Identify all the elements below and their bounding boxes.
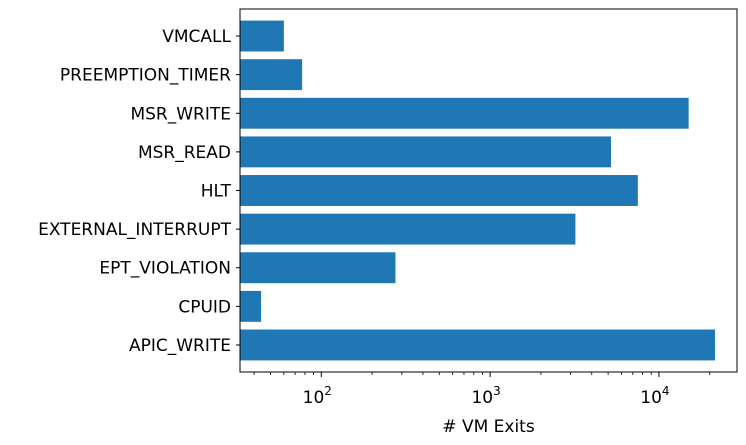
- bar-ept-violation: [240, 252, 396, 284]
- x-ticks: 102 103 104: [253, 372, 711, 408]
- x-tick-label: 102: [303, 384, 332, 408]
- x-tick-label: 103: [471, 384, 500, 408]
- y-tick-label: MSR_WRITE: [130, 104, 231, 124]
- y-tick-label: EPT_VIOLATION: [99, 259, 231, 279]
- bar-msr-write: [240, 97, 689, 129]
- x-axis-title: # VM Exits: [442, 417, 535, 437]
- y-tick-label: HLT: [201, 182, 232, 202]
- y-tick-label: CPUID: [178, 297, 231, 317]
- bar-external-interrupt: [240, 213, 576, 245]
- bar-msr-read: [240, 136, 611, 168]
- plot-frame: [239, 8, 738, 373]
- bar-vmcall: [240, 20, 284, 52]
- y-tick-label: APIC_WRITE: [129, 336, 231, 356]
- y-tick-label: PREEMPTION_TIMER: [60, 66, 231, 86]
- y-tick-label: MSR_READ: [138, 143, 231, 163]
- bar-preemption-timer: [240, 59, 303, 91]
- x-tick-label: 104: [640, 384, 669, 408]
- bar-cpuid: [240, 290, 262, 322]
- y-tick-labels: APIC_WRITE CPUID EPT_VIOLATION EXTERNAL_INT…: [38, 27, 240, 356]
- bar-apic-write: [240, 329, 716, 361]
- y-tick-label: EXTERNAL_INTERRUPT: [38, 220, 232, 240]
- bars-group: [240, 20, 716, 361]
- y-tick-label: VMCALL: [162, 27, 231, 47]
- bar-hlt: [240, 175, 638, 206]
